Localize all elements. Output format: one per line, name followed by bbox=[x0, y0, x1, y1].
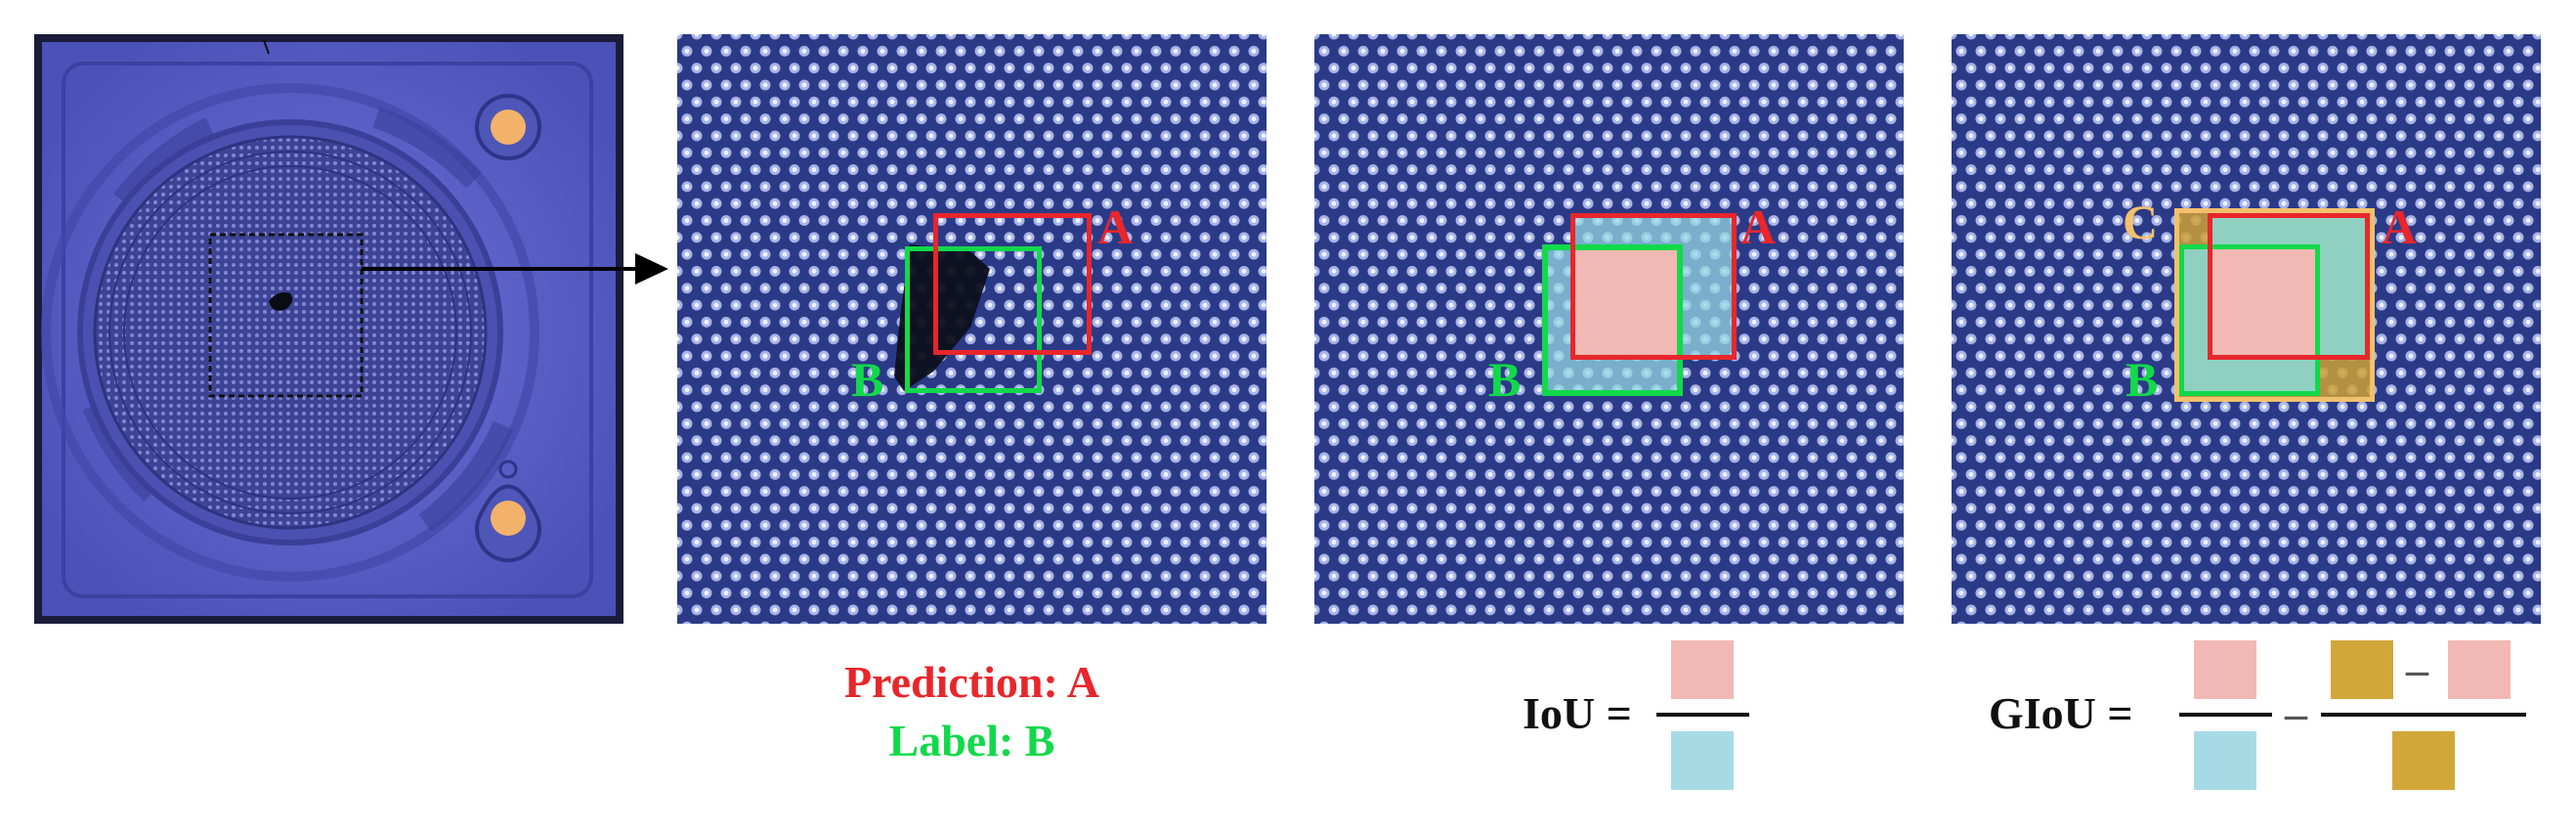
label-box-b bbox=[1542, 244, 1683, 396]
intersection-area bbox=[1570, 244, 1683, 360]
box-c-label: C bbox=[2123, 195, 2159, 249]
giou-first-fraction-bar bbox=[2179, 713, 2272, 717]
label-box-b bbox=[905, 246, 1042, 393]
prediction-box-a bbox=[933, 213, 1092, 355]
chip-micrograph-image bbox=[34, 34, 623, 624]
zoom-arrow-line bbox=[362, 267, 645, 271]
iou-equation-lhs: IoU = bbox=[1523, 688, 1632, 738]
giou-minus-sign: – bbox=[2285, 688, 2307, 738]
box-a-label: A bbox=[1097, 199, 1134, 254]
giou-inner-minus-sign: – bbox=[2406, 644, 2428, 694]
enclosing-tile-numerator bbox=[2331, 640, 2393, 699]
enclosing-box-c bbox=[2174, 208, 2375, 402]
chip-micrograph-panel bbox=[34, 34, 623, 624]
prediction-panel: A B bbox=[677, 34, 1267, 624]
giou-second-fraction-bar bbox=[2321, 713, 2526, 717]
iou-fraction-bar bbox=[1656, 713, 1749, 717]
intersection-area bbox=[2208, 244, 2320, 360]
prediction-box-a bbox=[2208, 213, 2370, 360]
box-b-label: B bbox=[851, 352, 884, 407]
union-tile bbox=[1671, 731, 1734, 790]
enclosing-tile-denominator bbox=[2392, 731, 2455, 790]
union-tile-numerator bbox=[2448, 640, 2511, 699]
intersection-tile bbox=[1671, 640, 1734, 699]
giou-equation-lhs: GIoU = bbox=[1989, 688, 2133, 738]
giou-panel: A B C bbox=[1952, 34, 2541, 624]
label-caption: Label: B bbox=[888, 716, 1055, 765]
prediction-box-a bbox=[1570, 213, 1737, 360]
label-box-b bbox=[2179, 244, 2320, 396]
defect-blob bbox=[894, 244, 990, 391]
box-b-label: B bbox=[1488, 352, 1522, 407]
box-b-label: B bbox=[2125, 352, 2159, 407]
mesh-background bbox=[677, 34, 1267, 624]
union-tile bbox=[2194, 731, 2256, 790]
box-a-label: A bbox=[2382, 199, 2418, 254]
zoom-arrow-head bbox=[635, 253, 668, 284]
prediction-caption: Prediction: A bbox=[843, 657, 1100, 707]
box-a-label: A bbox=[1740, 199, 1777, 254]
iou-panel: A B bbox=[1314, 34, 1904, 624]
intersection-tile bbox=[2194, 640, 2256, 699]
